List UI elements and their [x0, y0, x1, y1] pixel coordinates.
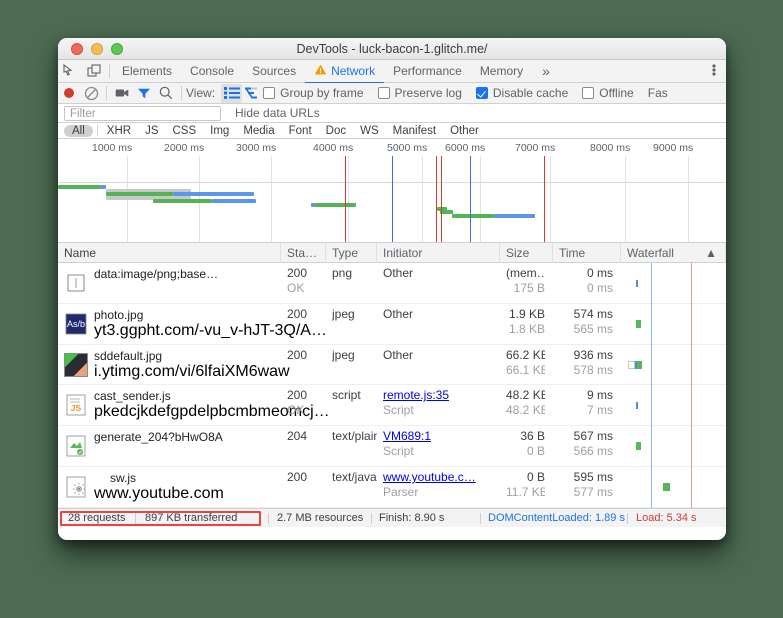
svg-text:JS: JS: [71, 403, 82, 413]
svg-text:As/b: As/b: [67, 319, 85, 329]
